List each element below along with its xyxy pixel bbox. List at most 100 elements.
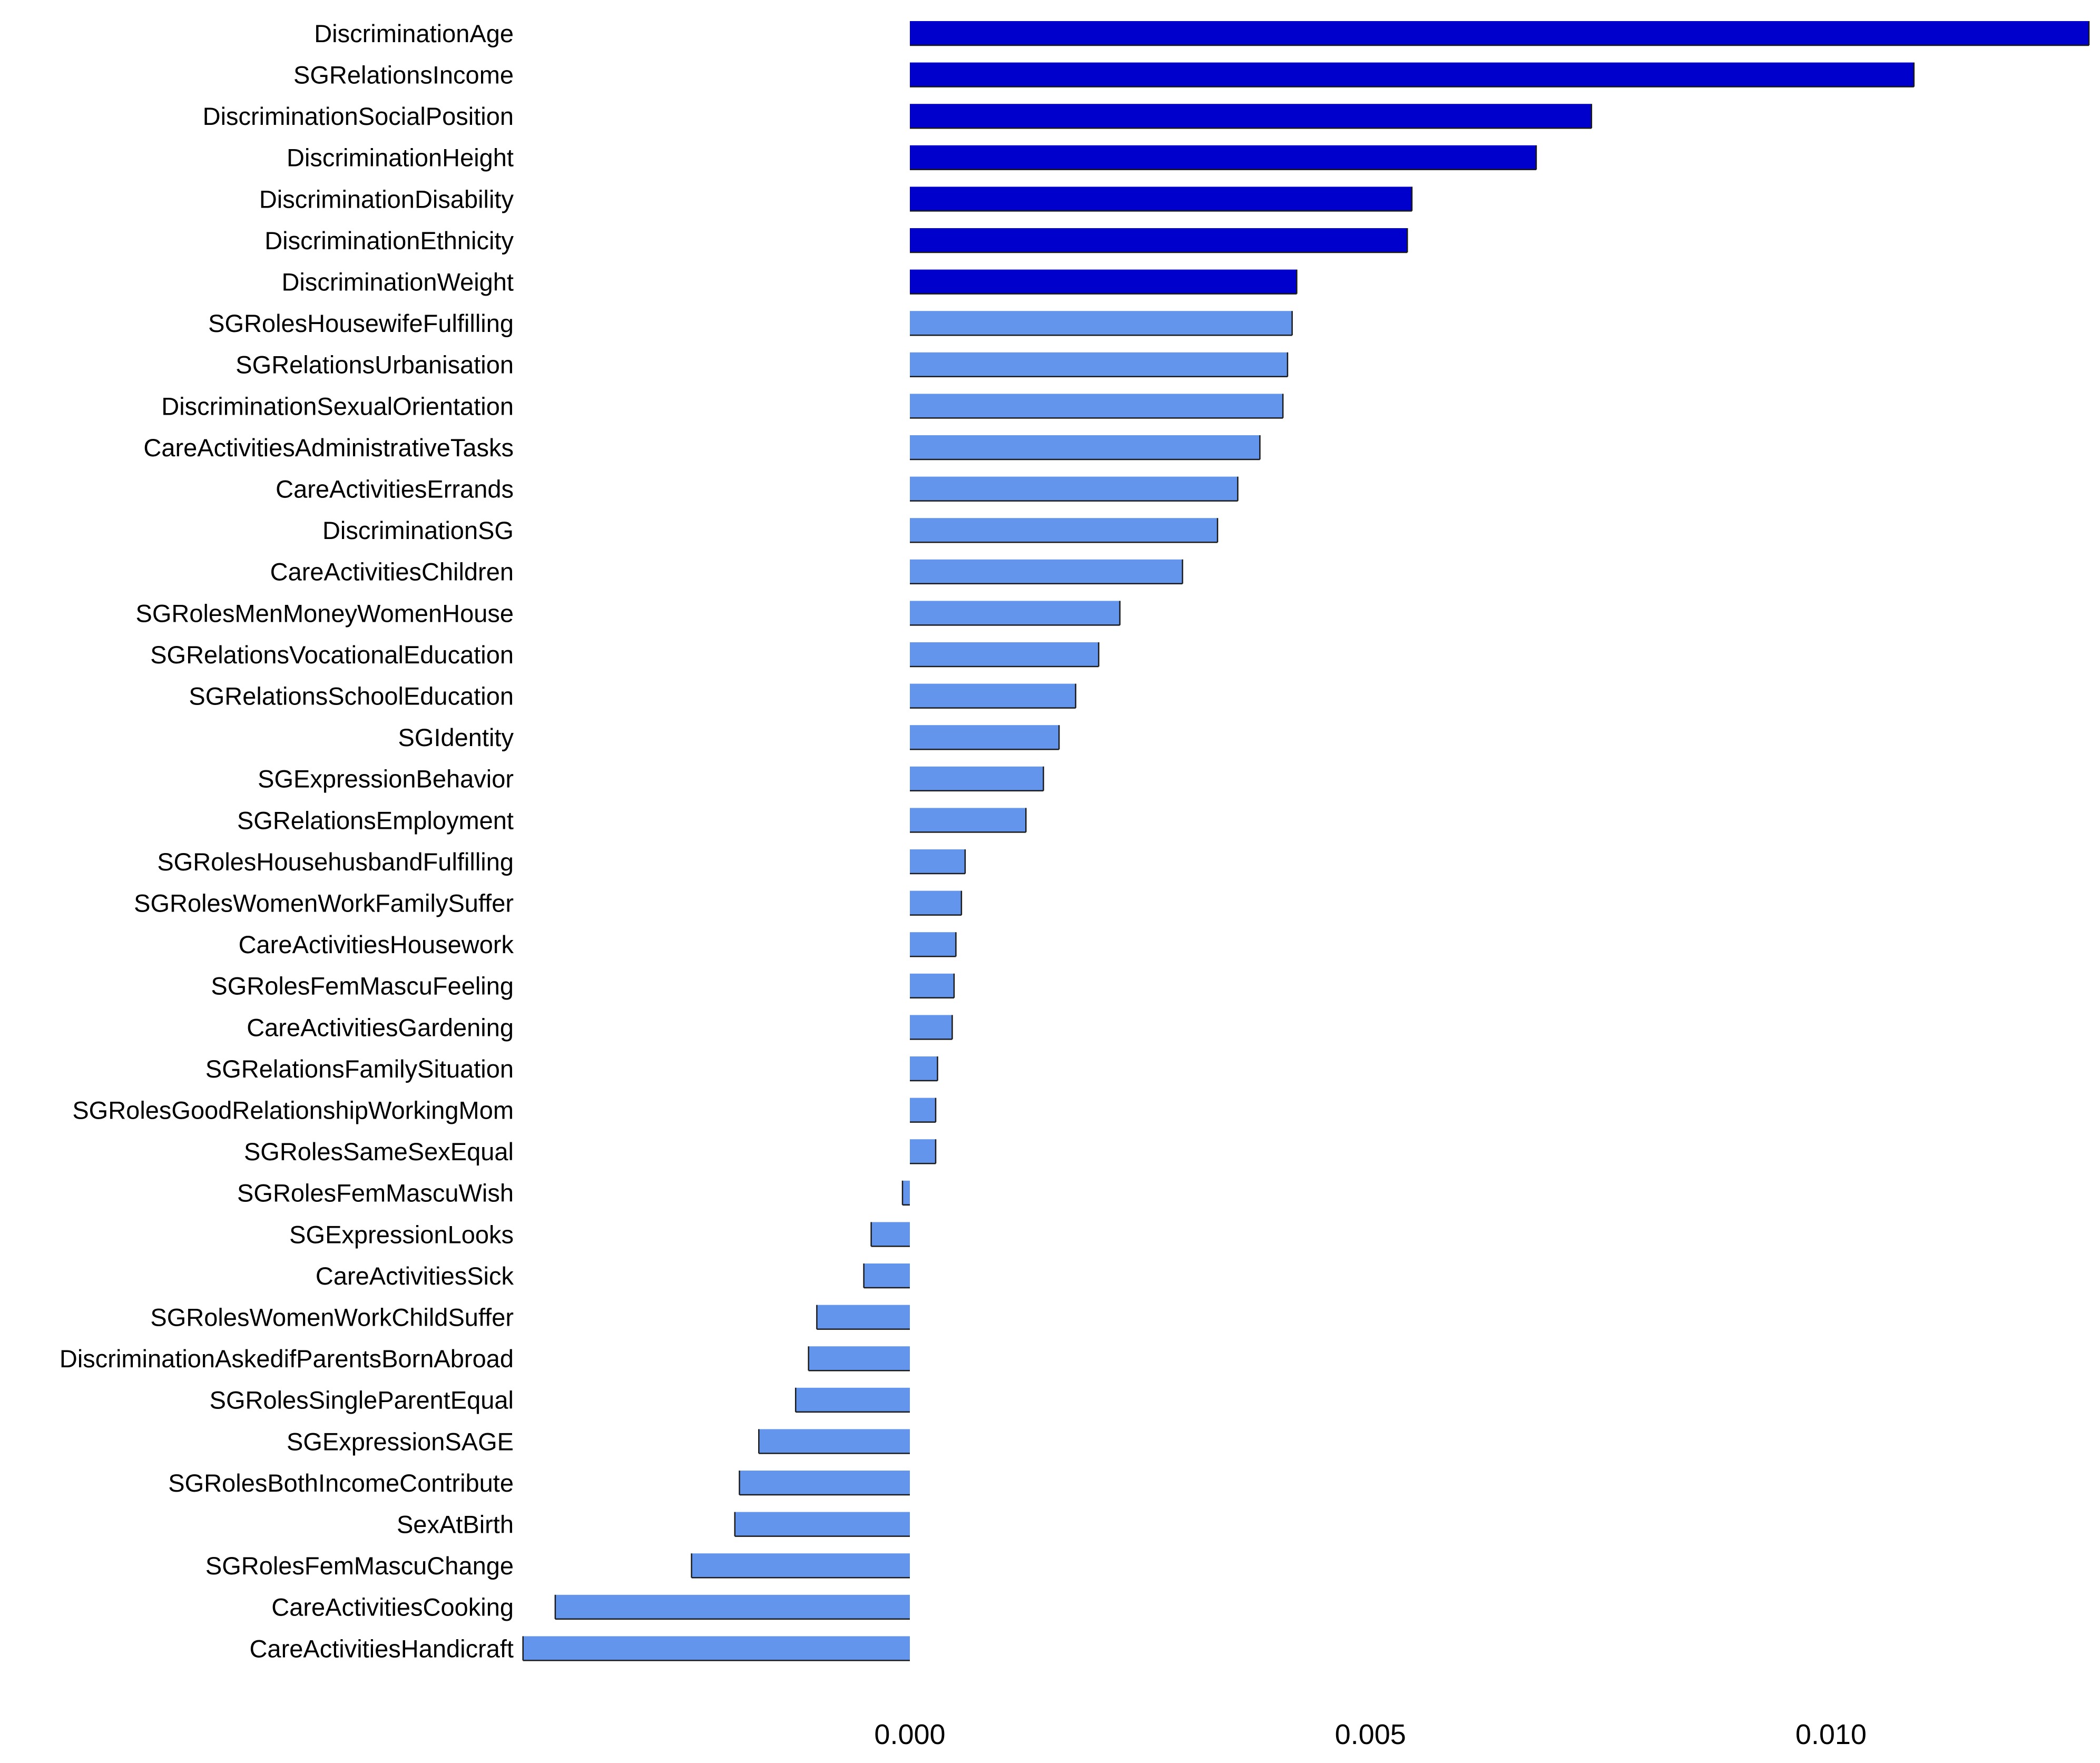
category-label-DiscriminationSexualOrientation: DiscriminationSexualOrientation [161, 392, 514, 420]
bar-DiscriminationAge [910, 21, 2089, 45]
bar-DiscriminationSG [910, 518, 1218, 543]
bar-SGRelationsIncome [910, 62, 1914, 87]
bar-edge-SGRolesFemMascuWish [901, 1180, 910, 1206]
bar-SGRelationsVocationalEducation [910, 642, 1099, 667]
category-label-SGRolesMenMoneyWomenHouse: SGRolesMenMoneyWomenHouse [135, 599, 514, 627]
bar-SGRelationsEmployment [910, 808, 1026, 832]
bar-edge-SGRolesWomenWorkFamilySuffer [910, 890, 963, 916]
bar-edge-DiscriminationWeight [910, 269, 1298, 295]
category-label-SGRelationsUrbanisation: SGRelationsUrbanisation [235, 351, 514, 379]
bar-edge-DiscriminationHeight [910, 145, 1537, 171]
category-label-DiscriminationSocialPosition: DiscriminationSocialPosition [203, 102, 514, 130]
bar-SGRolesFemMascuFeeling [910, 973, 954, 998]
bar-edge-SGExpressionLooks [870, 1222, 910, 1247]
category-label-SGRolesBothIncomeContribute: SGRolesBothIncomeContribute [168, 1469, 514, 1497]
bar-edge-CareActivitiesGardening [910, 1015, 953, 1040]
category-label-SGRolesFemMascuFeeling: SGRolesFemMascuFeeling [211, 972, 514, 1000]
bar-SGRelationsSchoolEducation [910, 683, 1076, 708]
bar-SGRolesGoodRelationshipWorkingMom [910, 1098, 936, 1122]
x-tick-label: 0.000 [874, 1719, 945, 1750]
bar-edge-SGIdentity [910, 725, 1060, 750]
category-labels-group: DiscriminationAge SGRelationsIncome Discri… [60, 19, 514, 1662]
bar-CareActivitiesGardening [910, 1015, 953, 1040]
category-label-SGRolesFemMascuChange: SGRolesFemMascuChange [205, 1552, 514, 1580]
bar-DiscriminationDisability [910, 187, 1412, 211]
bar-edge-SGRelationsFamilySituation [910, 1056, 938, 1082]
category-label-SGRelationsIncome: SGRelationsIncome [293, 61, 514, 89]
category-label-CareActivitiesCooking: CareActivitiesCooking [271, 1593, 514, 1621]
bar-SGRolesHousewifeFulfilling [910, 311, 1292, 336]
bar-CareActivitiesHousework [910, 932, 956, 957]
bar-edge-SGRolesHousehusbandFulfilling [910, 849, 966, 875]
bar-edge-SGRelationsIncome [910, 62, 1915, 87]
category-label-SGExpressionBehavior: SGExpressionBehavior [258, 765, 514, 793]
category-label-DiscriminationAskedifParentsBornAbroad: DiscriminationAskedifParentsBornAbroad [60, 1345, 514, 1373]
bar-edge-SGExpressionBehavior [910, 766, 1044, 792]
category-label-SGExpressionSAGE: SGExpressionSAGE [287, 1427, 514, 1455]
bar-edge-CareActivitiesHandicraft [522, 1636, 910, 1661]
x-axis-tick-labels-group: 0.000 0.005 0.010 [874, 1719, 1867, 1750]
bar-DiscriminationWeight [910, 269, 1297, 294]
category-label-CareActivitiesSick: CareActivitiesSick [316, 1262, 514, 1290]
category-label-SGRolesWomenWorkFamilySuffer: SGRolesWomenWorkFamilySuffer [134, 889, 514, 917]
category-label-SGRolesGoodRelationshipWorkingMom: SGRolesGoodRelationshipWorkingMom [72, 1096, 514, 1124]
category-label-SGRolesFemMascuWish: SGRolesFemMascuWish [237, 1179, 514, 1207]
bar-SGRolesSameSexEqual [910, 1139, 936, 1164]
category-label-CareActivitiesHandicraft: CareActivitiesHandicraft [249, 1634, 514, 1662]
bar-edge-DiscriminationSexualOrientation [910, 394, 1284, 419]
bar-SGExpressionBehavior [910, 766, 1044, 791]
bar-edge-DiscriminationAskedifParentsBornAbroad [808, 1346, 910, 1372]
category-label-DiscriminationEthnicity: DiscriminationEthnicity [264, 227, 514, 254]
bar-SGExpressionSAGE [759, 1429, 910, 1454]
category-label-DiscriminationSG: DiscriminationSG [322, 516, 514, 544]
category-label-SGRelationsSchoolEducation: SGRelationsSchoolEducation [189, 682, 514, 710]
category-label-DiscriminationHeight: DiscriminationHeight [287, 144, 514, 172]
bar-edge-SGRolesHousewifeFulfilling [910, 311, 1293, 336]
bar-edge-CareActivitiesCooking [554, 1594, 910, 1620]
bar-edge-DiscriminationAge [910, 21, 2090, 46]
bar-CareActivitiesErrands [910, 476, 1238, 501]
bar-edge-SGRolesFemMascuChange [691, 1553, 910, 1579]
bar-SGExpressionLooks [871, 1222, 910, 1247]
category-label-SGIdentity: SGIdentity [398, 723, 514, 751]
x-tick-label: 0.010 [1795, 1719, 1867, 1750]
bar-edge-CareActivitiesSick [863, 1264, 910, 1289]
x-tick-label: 0.005 [1335, 1719, 1406, 1750]
bar-edge-SGRolesSameSexEqual [910, 1139, 937, 1164]
bar-SGRolesHousehusbandFulfilling [910, 849, 965, 874]
category-label-SGRelationsFamilySituation: SGRelationsFamilySituation [205, 1055, 514, 1083]
bar-DiscriminationHeight [910, 145, 1536, 170]
bar-edge-SGRolesBothIncomeContribute [739, 1471, 910, 1496]
bar-SGIdentity [910, 725, 1059, 750]
bar-edge-SGRelationsUrbanisation [910, 352, 1289, 378]
category-label-CareActivitiesAdministrativeTasks: CareActivitiesAdministrativeTasks [143, 434, 514, 462]
bar-edge-DiscriminationSG [910, 518, 1219, 543]
bar-edge-SGRolesSingleParentEqual [794, 1387, 910, 1413]
bar-SGRolesMenMoneyWomenHouse [910, 601, 1120, 625]
bar-edge-CareActivitiesAdministrativeTasks [910, 435, 1261, 461]
category-label-SGExpressionLooks: SGExpressionLooks [289, 1220, 514, 1248]
bar-edge-DiscriminationEthnicity [910, 228, 1408, 253]
bar-edge-SGRolesFemMascuFeeling [910, 973, 955, 999]
bar-edge-SexAtBirth [734, 1512, 910, 1537]
bar-edge-SGRolesWomenWorkChildSuffer [816, 1305, 910, 1330]
bar-SGRelationsFamilySituation [910, 1056, 938, 1081]
bar-SGRolesWomenWorkFamilySuffer [910, 890, 961, 915]
bar-edge-DiscriminationDisability [910, 187, 1413, 212]
bar-edge-CareActivitiesErrands [910, 476, 1239, 502]
category-label-SGRolesHousewifeFulfilling: SGRolesHousewifeFulfilling [208, 309, 514, 337]
bar-CareActivitiesSick [863, 1264, 910, 1288]
category-label-DiscriminationDisability: DiscriminationDisability [259, 185, 514, 213]
bar-SexAtBirth [734, 1512, 910, 1536]
bar-DiscriminationAskedifParentsBornAbroad [808, 1346, 910, 1371]
category-label-CareActivitiesErrands: CareActivitiesErrands [276, 475, 514, 503]
category-label-DiscriminationWeight: DiscriminationWeight [281, 268, 514, 296]
bar-edge-DiscriminationSocialPosition [910, 104, 1593, 129]
bar-SGRolesFemMascuWish [902, 1180, 910, 1205]
bar-edge-SGRelationsSchoolEducation [910, 683, 1076, 709]
category-label-SGRolesWomenWorkChildSuffer: SGRolesWomenWorkChildSuffer [150, 1304, 514, 1331]
bar-edge-SGRelationsVocationalEducation [910, 642, 1100, 668]
category-label-SGRolesHousehusbandFulfilling: SGRolesHousehusbandFulfilling [157, 848, 514, 876]
bar-edge-CareActivitiesChildren [910, 559, 1183, 585]
category-label-SGRolesSingleParentEqual: SGRolesSingleParentEqual [210, 1386, 514, 1414]
